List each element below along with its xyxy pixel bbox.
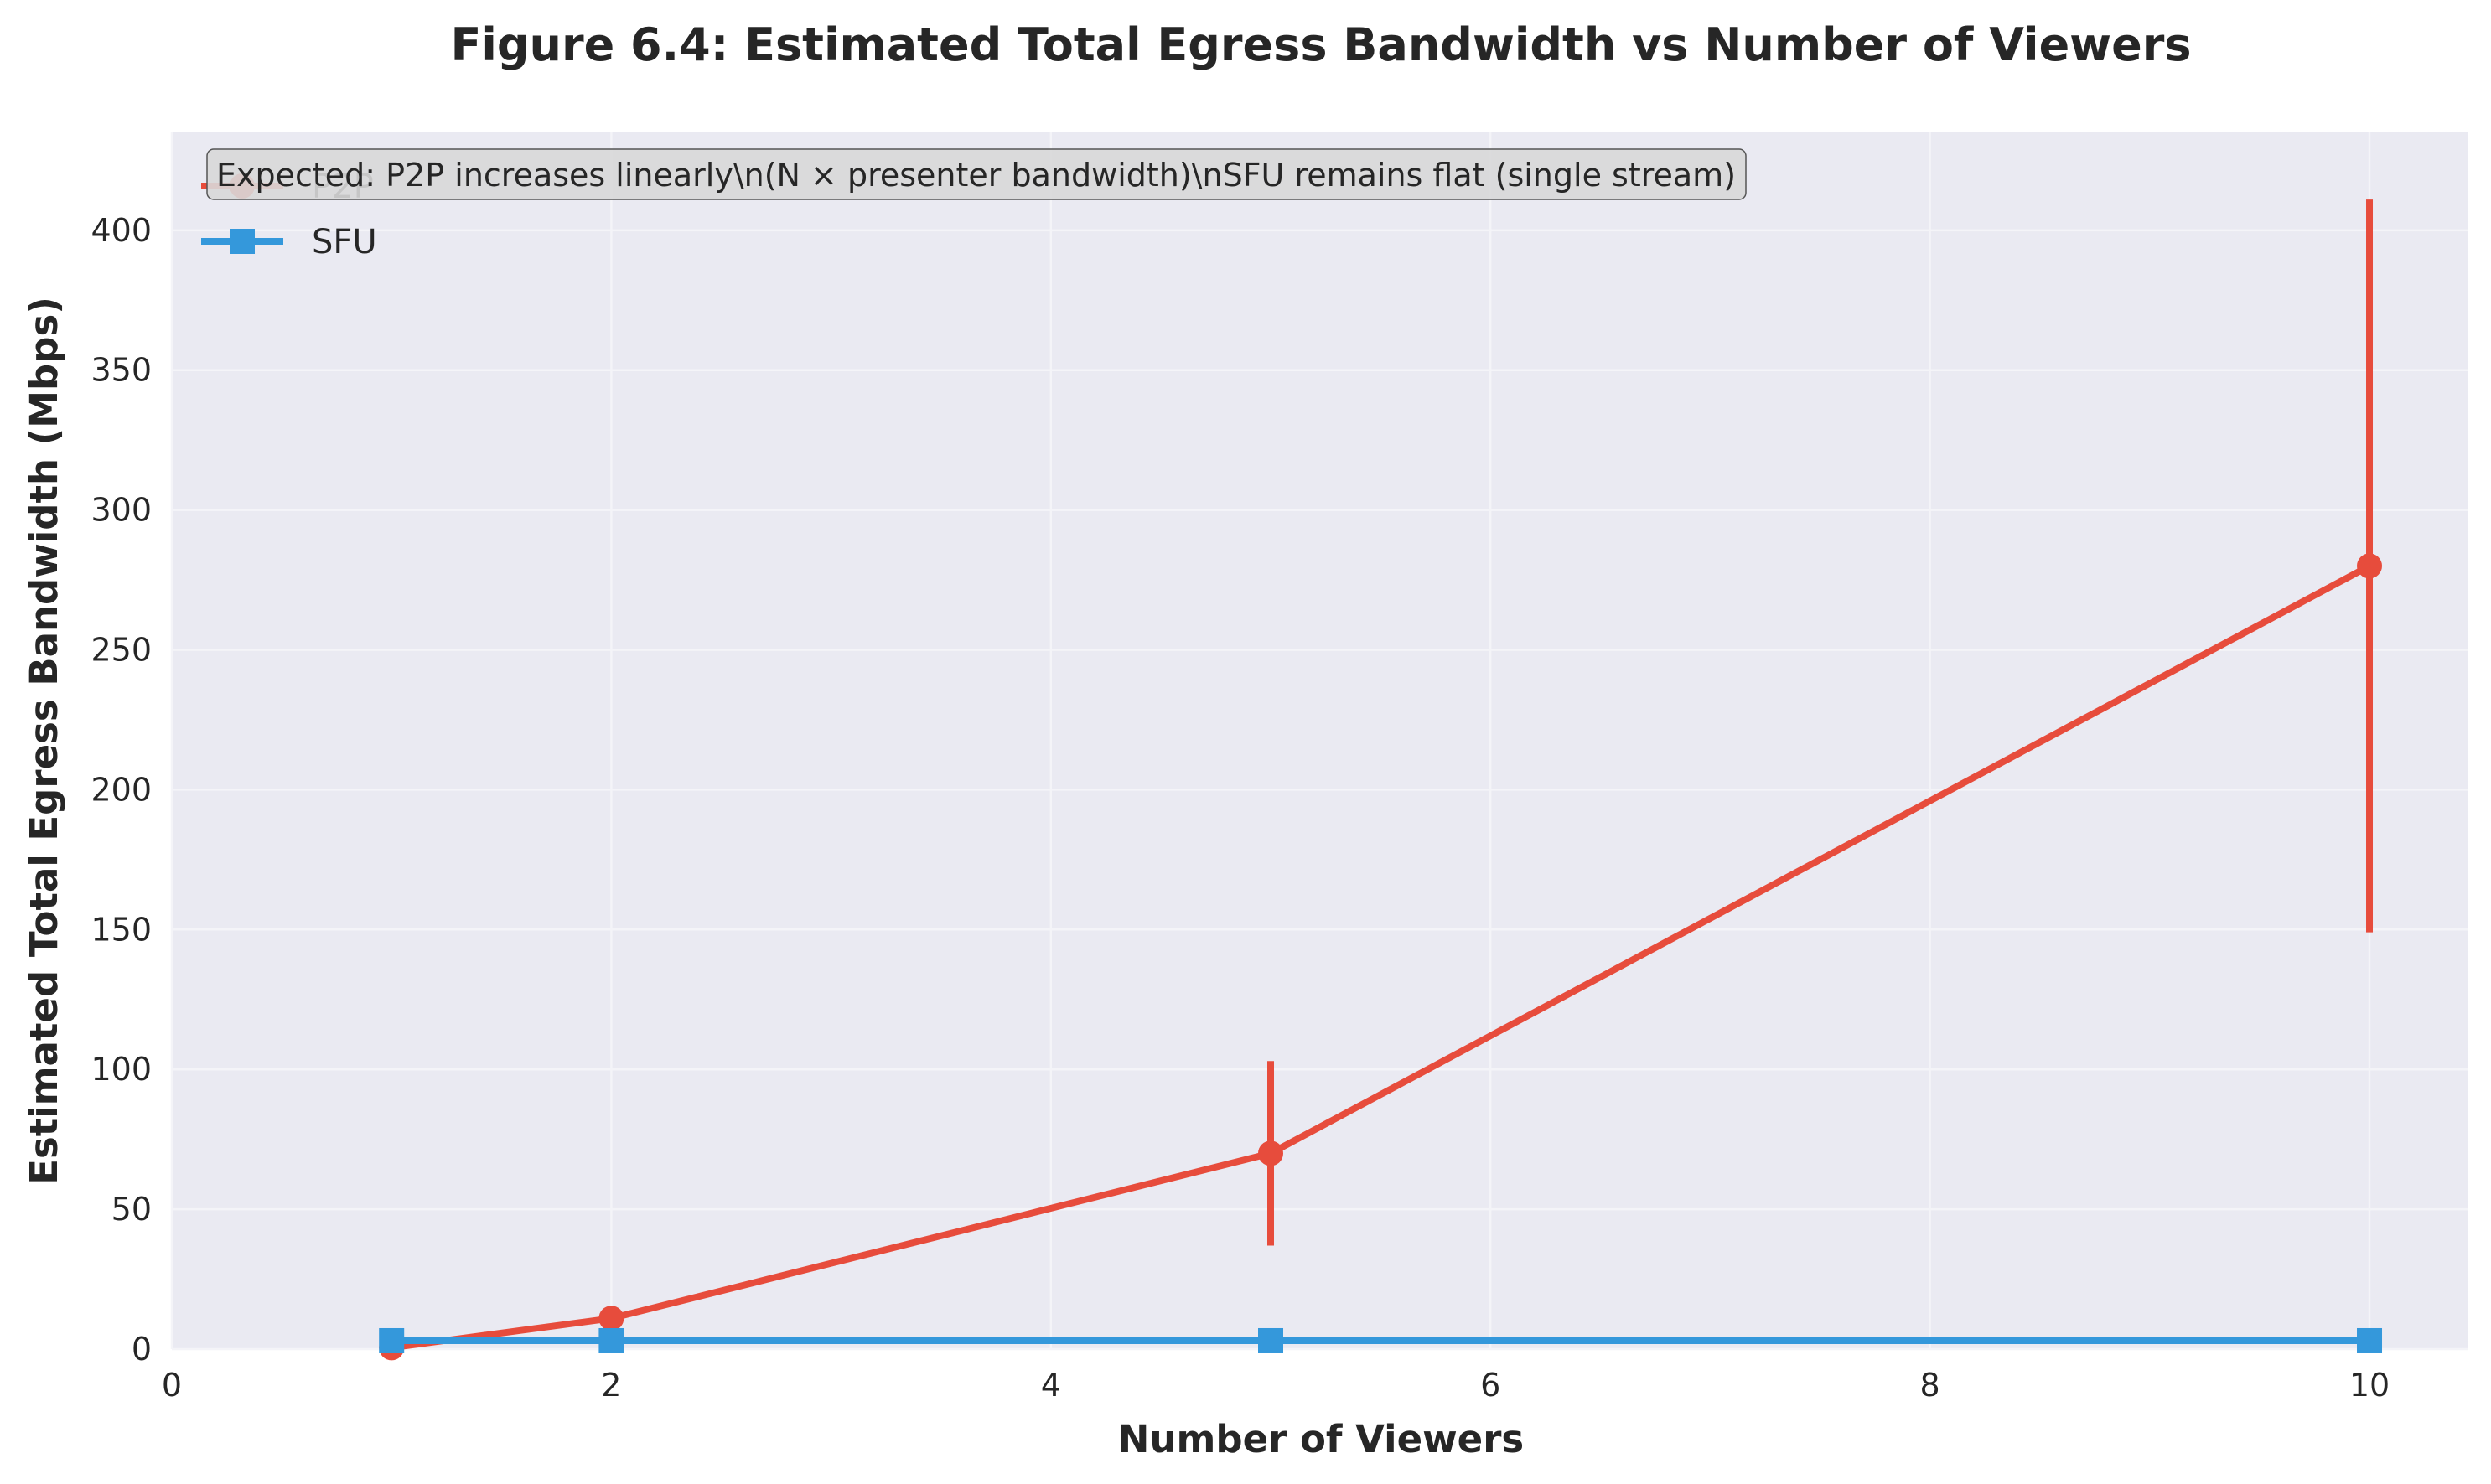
data-point-sfu [2357,1327,2383,1353]
x-tick-label: 8 [1920,1367,1940,1404]
x-tick-label: 10 [2349,1367,2390,1404]
annotation: Expected: P2P increases linearly\n(N × p… [206,148,1747,200]
y-tick-label: 0 [132,1331,152,1368]
series-line-p2p [391,562,2371,1352]
y-axis-label: Estimated Total Egress Bandwidth (Mbps) [22,297,66,1185]
y-axis-ticks: 0 50 100 150 200 250 300 350 400 [91,212,152,1368]
y-tick-label: 250 [91,632,152,669]
x-tick-label: 6 [1480,1367,1500,1404]
legend-item-sfu: SFU [201,223,377,261]
data-point-sfu [1258,1327,1284,1353]
x-axis-ticks: 0 2 4 6 8 10 [162,1367,2390,1404]
series-layer [379,199,2383,1361]
x-axis-label: Number of Viewers [1118,1417,1524,1461]
legend-label-sfu: SFU [312,223,377,261]
series-p2p [379,199,2383,1361]
y-tick-label: 300 [91,492,152,529]
data-point-p2p [598,1306,624,1331]
x-tick-label: 0 [162,1367,182,1404]
legend-marker-sfu [230,229,255,254]
data-point-p2p [1258,1140,1284,1166]
y-tick-label: 350 [91,352,152,389]
series-sfu [379,1327,2383,1353]
y-tick-label: 50 [111,1191,152,1228]
chart-title: Figure 6.4: Estimated Total Egress Bandw… [451,18,2192,71]
y-tick-label: 100 [91,1051,152,1088]
y-tick-label: 200 [91,771,152,808]
y-tick-label: 150 [91,911,152,948]
data-point-sfu [598,1327,624,1353]
x-tick-label: 4 [1041,1367,1061,1404]
data-point-p2p [2357,553,2383,579]
data-point-sfu [379,1327,405,1353]
annotation-box [206,148,1747,200]
y-tick-label: 400 [91,212,152,249]
annotation-text: Expected: P2P increases linearly\n(N × p… [216,157,1736,194]
x-tick-label: 2 [601,1367,621,1404]
plot-area [172,132,2468,1349]
